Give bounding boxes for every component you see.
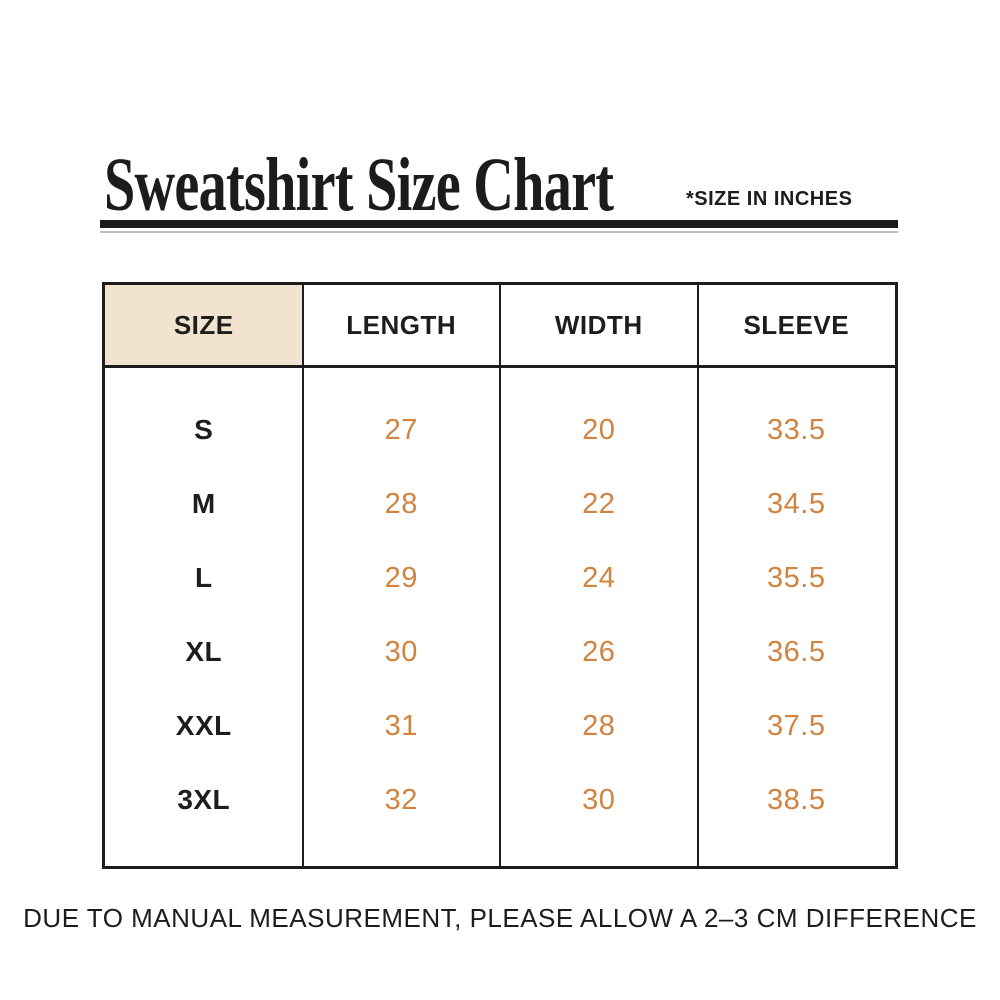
table-row: XXL 31 28 37.5: [105, 689, 895, 763]
size-cell: 3XL: [177, 784, 231, 815]
column-header-length: LENGTH: [346, 309, 457, 340]
column-divider: [696, 285, 699, 866]
size-cell: S: [194, 414, 214, 445]
title-underline: [100, 220, 898, 228]
column-header-width: WIDTH: [554, 309, 643, 340]
column-header-sleeve: SLEEVE: [743, 309, 850, 340]
size-cell: M: [191, 488, 216, 519]
table-row: M 28 22 34.5: [105, 467, 895, 541]
title-underline-shadow: [100, 231, 898, 233]
measurement-disclaimer: DUE TO MANUAL MEASUREMENT, PLEASE ALLOW …: [23, 903, 977, 933]
size-chart-table: SIZE LENGTH WIDTH SLEEVE S 27 20 33.5 M …: [102, 282, 898, 869]
table-row: L 29 24 35.5: [105, 541, 895, 615]
width-value: 20: [582, 413, 616, 446]
length-value: 32: [384, 783, 418, 816]
table-row: S 27 20 33.5: [105, 393, 895, 467]
length-value: 30: [384, 635, 418, 668]
width-value: 26: [582, 635, 616, 668]
page-title: Sweatshirt Size Chart: [104, 143, 614, 227]
length-value: 28: [384, 487, 418, 520]
page-title-wrap: Sweatshirt Size Chart: [104, 147, 792, 223]
column-header-size: SIZE: [105, 285, 303, 365]
table-body: S 27 20 33.5 M 28 22 34.5 L 29 24 35.5 X…: [105, 368, 895, 866]
units-note: *SIZE IN INCHES: [686, 188, 853, 210]
length-value: 29: [384, 561, 418, 594]
sleeve-value: 38.5: [767, 783, 826, 816]
table-header-row: SIZE LENGTH WIDTH SLEEVE: [105, 285, 895, 368]
column-divider: [301, 285, 304, 866]
width-value: 30: [582, 783, 616, 816]
table-row: XL 30 26 36.5: [105, 615, 895, 689]
size-cell: XL: [185, 636, 223, 667]
width-value: 22: [582, 487, 616, 520]
length-value: 27: [384, 413, 418, 446]
sleeve-value: 37.5: [767, 709, 826, 742]
sleeve-value: 35.5: [767, 561, 826, 594]
width-value: 24: [582, 561, 616, 594]
size-cell: XXL: [175, 710, 232, 741]
sleeve-value: 34.5: [767, 487, 826, 520]
size-cell: L: [194, 562, 213, 593]
sleeve-value: 33.5: [767, 413, 826, 446]
length-value: 31: [384, 709, 418, 742]
column-divider: [499, 285, 501, 866]
sleeve-value: 36.5: [767, 635, 826, 668]
table-row: 3XL 32 30 38.5: [105, 763, 895, 837]
width-value: 28: [582, 709, 616, 742]
